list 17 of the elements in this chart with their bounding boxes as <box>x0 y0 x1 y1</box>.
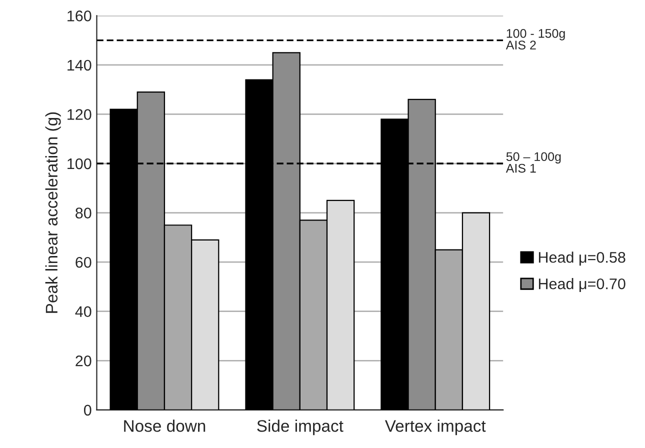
legend-label: Head μ=0.58 <box>538 252 626 266</box>
y-tick-label: 40 <box>75 306 92 318</box>
y-axis-title: Peak linear acceleration (g) <box>45 112 61 313</box>
x-tick-label: Nose down <box>124 420 206 432</box>
ref-line-label: 100 - 150g AIS 2 <box>506 29 565 50</box>
y-tick-label: 100 <box>68 158 92 170</box>
y-tick-label: 20 <box>76 356 92 366</box>
y-tick-label: 120 <box>68 109 92 120</box>
y-tick-label: 140 <box>68 60 92 71</box>
y-tick-label: 160 <box>68 10 92 22</box>
x-tick-label: Vertex impact <box>384 420 486 436</box>
ref-line-label: 50 – 100g AIS 1 <box>506 152 561 173</box>
y-tick-label: 60 <box>76 256 92 268</box>
y-tick-label: 80 <box>76 208 92 218</box>
y-tick-label: 0 <box>84 404 92 416</box>
x-tick-label: Side impact <box>257 420 344 436</box>
legend-label: Head μ=0.70 <box>538 278 626 292</box>
